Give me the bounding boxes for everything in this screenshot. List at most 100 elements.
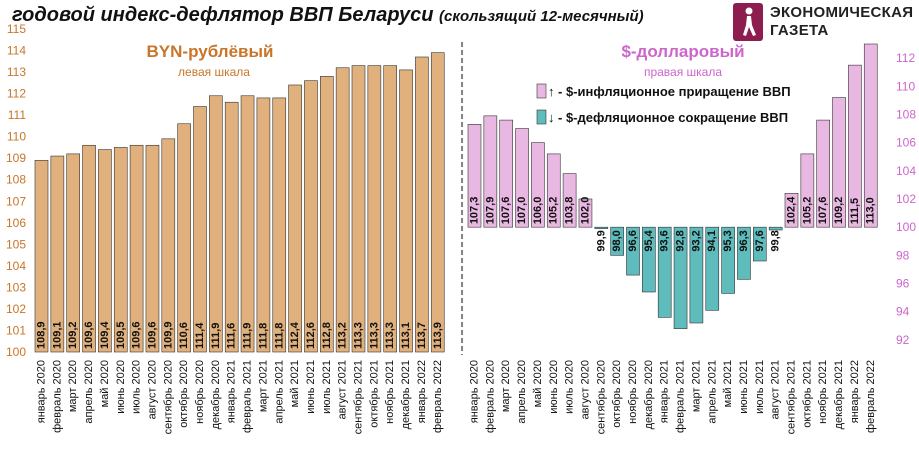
right-y-tick-label: 92 (896, 333, 910, 347)
byn-bar (66, 153, 80, 353)
usd-down-bar (610, 226, 624, 256)
usd-up-bar (499, 119, 514, 228)
usd-down-bar (752, 226, 767, 262)
usd-x-tick-label: апрель 2021 (706, 360, 718, 424)
byn-series-subtitle: левая шкала (178, 65, 250, 79)
usd-data-label: 96,6 (627, 230, 639, 251)
byn-data-label: 112,8 (321, 322, 333, 349)
usd-x-tick-label: апрель 2020 (516, 360, 528, 424)
left-y-tick-label: 100 (6, 345, 26, 359)
left-y-tick-label: 106 (6, 216, 26, 230)
usd-up-bar (578, 198, 593, 228)
byn-data-label: 111,9 (242, 323, 254, 349)
usd-up-bar (562, 173, 577, 228)
usd-data-label: 96,3 (738, 230, 750, 251)
byn-bar (145, 144, 160, 353)
byn-bar (415, 56, 429, 353)
byn-data-label: 109,9 (162, 321, 174, 349)
left-y-tick-label: 102 (6, 302, 26, 316)
byn-x-tick-label: май 2021 (289, 360, 301, 407)
usd-up-bar (863, 43, 878, 228)
usd-up-bar (467, 124, 482, 228)
byn-data-label: 109,5 (115, 321, 127, 349)
left-y-tick-label: 113 (7, 65, 26, 79)
usd-series-title: $-долларовый (621, 42, 744, 61)
byn-x-tick-label: июль 2020 (131, 360, 143, 414)
byn-data-label: 113,9 (432, 322, 444, 349)
usd-data-label: 106,0 (532, 197, 544, 225)
usd-x-tick-label: февраль 2020 (484, 360, 496, 433)
usd-x-tick-label: октябрь 2020 (611, 360, 623, 428)
byn-x-tick-label: май 2020 (99, 360, 111, 407)
left-y-tick-label: 101 (6, 323, 26, 337)
usd-x-tick-label: март 2020 (500, 360, 512, 412)
usd-down-bar (594, 226, 609, 229)
byn-x-tick-label: март 2020 (67, 360, 79, 412)
usd-down-bar (689, 226, 704, 324)
byn-bar (383, 65, 398, 353)
byn-bar (367, 65, 382, 353)
usd-up-bar (483, 115, 498, 228)
right-y-tick-label: 108 (896, 107, 916, 121)
walker-icon (733, 3, 763, 41)
right-y-tick-label: 100 (896, 220, 916, 234)
byn-x-tick-label: июль 2021 (321, 360, 333, 414)
usd-down-bar (626, 226, 640, 276)
byn-x-tick-label: сентябрь 2020 (162, 360, 174, 434)
logo: ЭКОНОМИЧЕСКАЯ ГАЗЕТА (733, 3, 913, 43)
byn-data-label: 113,3 (353, 322, 365, 349)
left-y-tick-label: 109 (6, 151, 26, 165)
left-y-tick-label: 104 (6, 259, 26, 273)
usd-x-tick-label: июль 2021 (754, 360, 766, 414)
usd-data-label: 93,6 (659, 230, 671, 251)
logo-line2: ГАЗЕТА (770, 22, 829, 39)
usd-x-tick-label: июнь 2021 (738, 360, 750, 414)
usd-x-tick-label: ноябрь 2021 (817, 360, 829, 424)
byn-data-label: 109,4 (99, 321, 111, 349)
byn-bar (335, 67, 350, 353)
byn-bar (98, 149, 112, 353)
usd-x-tick-label: август 2021 (770, 360, 782, 419)
left-y-tick-label: 107 (6, 194, 26, 208)
usd-data-label: 107,0 (516, 197, 528, 225)
title-main: годовой индекс-дефлятор ВВП Беларуси (12, 4, 434, 26)
usd-x-tick-label: январь 2020 (469, 360, 481, 423)
legend-down-swatch (536, 109, 547, 125)
usd-data-label: 99,8 (770, 230, 782, 251)
right-y-tick-label: 102 (896, 192, 916, 206)
byn-data-label: 109,6 (83, 321, 95, 349)
byn-bar (161, 138, 176, 353)
title-subtitle: (скользящий 12-месячный) (439, 8, 644, 25)
byn-data-label: 111,8 (273, 323, 285, 349)
left-y-tick-label: 105 (6, 237, 26, 251)
usd-x-tick-label: декабрь 2020 (643, 360, 655, 429)
usd-x-tick-label: май 2020 (532, 360, 544, 407)
left-y-tick-label: 111 (8, 108, 27, 122)
byn-x-tick-label: январь 2020 (36, 360, 48, 423)
byn-x-tick-label: август 2020 (146, 360, 158, 419)
usd-data-label: 102,4 (786, 196, 798, 224)
usd-x-tick-label: октябрь 2021 (801, 360, 813, 428)
usd-data-label: 113,0 (865, 197, 877, 224)
usd-up-bar (531, 142, 545, 228)
usd-data-label: 103,8 (564, 197, 576, 225)
right-y-tick-label: 94 (896, 305, 910, 319)
byn-bar (288, 84, 302, 353)
byn-x-tick-label: апрель 2020 (83, 360, 95, 424)
usd-data-label: 94,1 (706, 230, 718, 251)
byn-x-tick-label: июнь 2020 (115, 360, 127, 414)
byn-bar (272, 97, 287, 353)
byn-x-tick-label: октябрь 2020 (178, 360, 190, 428)
byn-data-label: 110,6 (178, 322, 190, 349)
byn-data-label: 113,7 (416, 322, 428, 349)
byn-bar (209, 95, 223, 353)
right-y-tick-label: 98 (896, 248, 910, 262)
usd-x-tick-label: январь 2022 (849, 360, 861, 423)
right-y-tick-label: 96 (896, 277, 910, 291)
byn-x-tick-label: сентябрь 2021 (353, 360, 365, 434)
usd-data-label: 95,4 (643, 229, 655, 251)
usd-data-label: 93,2 (690, 230, 702, 251)
logo-line1: ЭКОНОМИЧЕСКАЯ (770, 4, 914, 21)
usd-data-label: 97,6 (754, 230, 766, 251)
